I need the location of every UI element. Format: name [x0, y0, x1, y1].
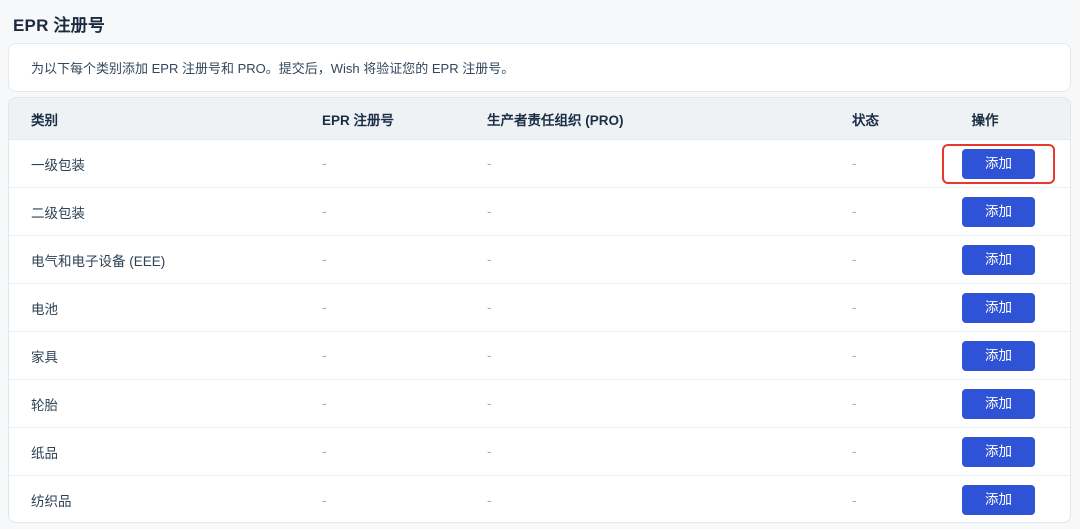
epr-number-cell: - — [322, 492, 327, 508]
column-header-category: 类别 — [31, 112, 58, 128]
table-row: 二级包装 - - - 添加 — [9, 188, 1070, 236]
table-row: 纸品 - - - 添加 — [9, 428, 1070, 476]
epr-number-cell: - — [322, 156, 327, 171]
pro-cell: - — [487, 348, 492, 363]
add-button[interactable]: 添加 — [962, 148, 1035, 179]
action-highlight-box: 添加 — [942, 240, 1055, 280]
add-button[interactable]: 添加 — [962, 196, 1035, 227]
category-cell: 电气和电子设备 (EEE) — [31, 253, 166, 269]
action-highlight-box: 添加 — [942, 336, 1055, 376]
category-cell: 纸品 — [31, 445, 58, 461]
table-header-row: 类别 EPR 注册号 生产者责任组织 (PRO) 状态 操作 — [9, 98, 1070, 140]
notice-text: 为以下每个类别添加 EPR 注册号和 PRO。提交后，Wish 将验证您的 EP… — [31, 61, 515, 76]
table-row: 电池 - - - 添加 — [9, 284, 1070, 332]
status-cell: - — [852, 204, 857, 219]
table-row: 家具 - - - 添加 — [9, 332, 1070, 380]
action-highlight-box: 添加 — [942, 192, 1055, 232]
pro-cell: - — [487, 252, 492, 267]
status-cell: - — [852, 300, 857, 315]
pro-cell: - — [487, 444, 492, 459]
table-body: 一级包装 - - - 添加 二级包装 - - - 添加 电气和电子设备 (EEE… — [9, 140, 1070, 522]
pro-cell: - — [487, 156, 492, 171]
action-highlight-box: 添加 — [942, 143, 1055, 184]
table-row: 纺织品 - - - 添加 — [9, 476, 1070, 522]
action-cell: 添加 — [942, 288, 1035, 328]
add-button[interactable]: 添加 — [962, 244, 1035, 275]
status-cell: - — [852, 348, 857, 363]
page-title: EPR 注册号 — [13, 11, 105, 36]
column-header-status: 状态 — [852, 112, 879, 128]
status-cell: - — [852, 252, 857, 267]
action-highlight-box: 添加 — [942, 384, 1055, 424]
action-cell: 添加 — [942, 480, 1035, 520]
table-row: 轮胎 - - - 添加 — [9, 380, 1070, 428]
status-cell: - — [852, 396, 857, 411]
add-button[interactable]: 添加 — [962, 485, 1035, 515]
status-cell: - — [852, 156, 857, 171]
table-row: 电气和电子设备 (EEE) - - - 添加 — [9, 236, 1070, 284]
action-cell: 添加 — [942, 192, 1035, 232]
pro-cell: - — [487, 300, 492, 315]
table-row: 一级包装 - - - 添加 — [9, 140, 1070, 188]
epr-number-cell: - — [322, 396, 327, 411]
status-cell: - — [852, 492, 857, 508]
column-header-epr-number: EPR 注册号 — [322, 112, 395, 128]
action-highlight-box: 添加 — [942, 480, 1055, 520]
action-cell: 添加 — [942, 240, 1035, 280]
add-button[interactable]: 添加 — [962, 388, 1035, 419]
epr-table: 类别 EPR 注册号 生产者责任组织 (PRO) 状态 操作 一级包装 - - … — [8, 97, 1071, 523]
action-cell: 添加 — [942, 384, 1035, 424]
category-cell: 轮胎 — [31, 397, 58, 413]
pro-cell: - — [487, 204, 492, 219]
category-cell: 二级包装 — [31, 205, 85, 221]
epr-number-cell: - — [322, 252, 327, 267]
action-cell: 添加 — [942, 432, 1035, 472]
column-header-action: 操作 — [971, 112, 999, 128]
add-button[interactable]: 添加 — [962, 436, 1035, 467]
page-title-epr: EPR — [13, 16, 49, 35]
epr-number-cell: - — [322, 444, 327, 459]
category-cell: 家具 — [31, 349, 58, 365]
action-cell: 添加 — [942, 336, 1035, 376]
status-cell: - — [852, 444, 857, 459]
action-highlight-box: 添加 — [942, 432, 1055, 472]
epr-number-cell: - — [322, 300, 327, 315]
add-button[interactable]: 添加 — [962, 292, 1035, 323]
action-highlight-box: 添加 — [942, 288, 1055, 328]
add-button[interactable]: 添加 — [962, 340, 1035, 371]
action-cell: 添加 — [942, 143, 1055, 184]
category-cell: 一级包装 — [31, 157, 85, 173]
notice-banner: 为以下每个类别添加 EPR 注册号和 PRO。提交后，Wish 将验证您的 EP… — [8, 43, 1071, 92]
category-cell: 电池 — [31, 301, 58, 317]
category-cell: 纺织品 — [31, 494, 72, 509]
page-title-zh: 注册号 — [48, 16, 106, 35]
pro-cell: - — [487, 396, 492, 411]
epr-number-cell: - — [322, 348, 327, 363]
pro-cell: - — [487, 492, 492, 508]
column-header-pro: 生产者责任组织 (PRO) — [487, 112, 624, 128]
epr-number-cell: - — [322, 204, 327, 219]
